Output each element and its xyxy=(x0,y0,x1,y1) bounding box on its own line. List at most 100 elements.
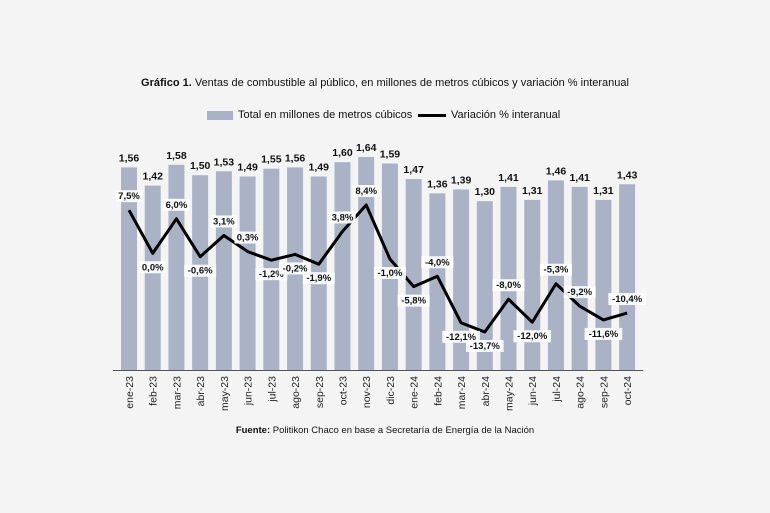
chart-legend: Total en millones de metros cúbicos Vari… xyxy=(0,109,770,125)
line-label-abr-24: -13,7% xyxy=(470,341,501,352)
x-tick-may-23: may-23 xyxy=(219,376,231,411)
line-label-ene-23: 7,5% xyxy=(118,191,140,202)
legend-item-bars: Total en millones de metros cúbicos xyxy=(207,109,412,121)
bar-label-may-24: 1,41 xyxy=(498,172,519,184)
x-tick-may-24: may-24 xyxy=(504,376,516,411)
legend-item-line: Variación % interanual xyxy=(418,109,560,121)
bar-label-ago-24: 1,41 xyxy=(569,172,590,184)
x-tick-jun-24: jun-24 xyxy=(527,376,539,406)
chart-title-bold: Gráfico 1. xyxy=(141,77,192,89)
bar-jun-24 xyxy=(524,199,541,370)
x-tick-abr-24: abr-24 xyxy=(480,376,492,407)
line-label-may-23: 3,1% xyxy=(213,216,235,227)
x-tick-abr-23: abr-23 xyxy=(195,376,207,407)
bar-ago-24 xyxy=(571,186,588,370)
x-tick-oct-23: oct-23 xyxy=(337,376,349,405)
line-label-bg-feb-23 xyxy=(139,261,166,274)
line-label-ago-24: -9,2% xyxy=(567,287,592,298)
line-label-bg-ago-24 xyxy=(563,286,596,299)
bar-label-sep-23: 1,49 xyxy=(309,161,330,173)
line-label-jun-23: 0,3% xyxy=(237,233,259,244)
x-tick-ago-23: ago-23 xyxy=(290,376,302,409)
bar-label-jun-23: 1,49 xyxy=(237,161,258,173)
x-tick-ago-24: ago-24 xyxy=(575,376,587,409)
line-label-mar-23: 6,0% xyxy=(166,200,188,211)
bar-feb-24 xyxy=(429,193,446,370)
line-label-bg-oct-23 xyxy=(329,211,356,224)
line-label-bg-sep-23 xyxy=(302,272,335,285)
line-label-bg-ene-24 xyxy=(397,294,430,307)
line-label-bg-may-24 xyxy=(492,279,525,292)
line-label-feb-24: -4,0% xyxy=(425,257,450,268)
bar-sep-24 xyxy=(595,199,612,370)
line-label-abr-23: -0,6% xyxy=(188,266,213,277)
line-label-bg-may-23 xyxy=(210,215,238,228)
x-tick-feb-23: feb-23 xyxy=(148,376,160,406)
line-label-sep-23: -1,9% xyxy=(306,273,331,284)
line-label-jun-24: -12,0% xyxy=(517,331,548,342)
source-bold: Fuente: xyxy=(235,425,271,436)
bar-label-oct-23: 1,60 xyxy=(332,147,353,159)
bar-label-oct-24: 1,43 xyxy=(617,169,638,181)
bar-oct-24 xyxy=(619,184,636,370)
line-label-bg-abr-24 xyxy=(466,340,504,352)
legend-label-line: Variación % interanual xyxy=(451,109,561,121)
bar-feb-23 xyxy=(144,185,161,370)
line-label-mar-24: -12,1% xyxy=(446,332,477,343)
x-tick-oct-24: oct-24 xyxy=(622,376,634,405)
bar-label-feb-23: 1,42 xyxy=(143,171,164,183)
line-label-jul-23: -1,2% xyxy=(259,269,284,280)
line-label-ene-24: -5,8% xyxy=(401,296,426,307)
line-label-bg-jun-24 xyxy=(513,330,552,343)
x-tick-mar-24: mar-24 xyxy=(456,376,468,409)
chart-title: Gráfico 1. Ventas de combustible al públ… xyxy=(0,77,770,89)
legend-swatch-bars xyxy=(207,110,233,120)
source-rest: Politikon Chaco en base a Secretaría de … xyxy=(270,425,535,436)
line-label-bg-ago-23 xyxy=(279,262,312,275)
bar-may-23 xyxy=(215,171,232,370)
bar-oct-23 xyxy=(334,162,351,370)
line-label-bg-abr-23 xyxy=(184,264,217,277)
bar-label-nov-23: 1,64 xyxy=(356,142,377,154)
bar-label-jul-24: 1,46 xyxy=(546,165,567,177)
bar-label-may-23: 1,53 xyxy=(214,156,235,168)
line-label-bg-jul-24 xyxy=(539,263,572,276)
bar-label-ene-23: 1,56 xyxy=(119,152,140,164)
bar-label-jul-23: 1,55 xyxy=(261,154,282,166)
line-label-bg-nov-23 xyxy=(353,185,380,197)
line-variacion xyxy=(127,203,628,334)
x-tick-dic-23: dic-23 xyxy=(385,376,397,405)
bar-jun-23 xyxy=(239,176,256,370)
line-label-ago-23: -0,2% xyxy=(283,263,308,274)
x-tick-sep-23: sep-23 xyxy=(314,376,326,408)
bar-label-dic-23: 1,59 xyxy=(380,148,401,160)
chart-source: Fuente: Politikon Chaco en base a Secret… xyxy=(0,425,770,436)
line-label-bg-sep-24 xyxy=(584,327,623,340)
line-label-bg-mar-23 xyxy=(163,198,190,211)
bar-label-feb-24: 1,36 xyxy=(427,178,448,190)
line-label-may-24: -8,0% xyxy=(496,280,521,291)
line-label-bg-feb-24 xyxy=(421,256,454,269)
line-label-jul-24: -5,3% xyxy=(544,265,569,276)
bar-label-mar-23: 1,58 xyxy=(166,150,187,162)
bar-ene-24 xyxy=(405,179,422,370)
line-label-nov-23: 8,4% xyxy=(355,186,377,197)
bar-mar-23 xyxy=(168,164,185,370)
line-label-oct-23: 3,8% xyxy=(332,212,354,223)
line-label-bg-dic-23 xyxy=(373,267,406,280)
bar-may-24 xyxy=(500,186,517,370)
line-label-sep-24: -11,6% xyxy=(589,329,619,340)
x-tick-feb-24: feb-24 xyxy=(432,376,444,406)
bar-label-abr-24: 1,30 xyxy=(475,186,496,198)
x-tick-sep-24: sep-24 xyxy=(598,376,610,408)
bar-label-mar-24: 1,39 xyxy=(451,174,472,186)
line-label-bg-oct-24 xyxy=(608,293,646,306)
line-label-dic-23: -1,0% xyxy=(378,268,403,279)
chart-title-rest: Ventas de combustible al público, en mil… xyxy=(191,77,629,89)
bar-dic-23 xyxy=(381,163,398,370)
line-label-oct-24: -10,4% xyxy=(612,294,643,305)
bar-label-ene-24: 1,47 xyxy=(403,164,424,176)
legend-swatch-line xyxy=(418,113,446,117)
x-tick-jun-23: jun-23 xyxy=(243,376,255,406)
